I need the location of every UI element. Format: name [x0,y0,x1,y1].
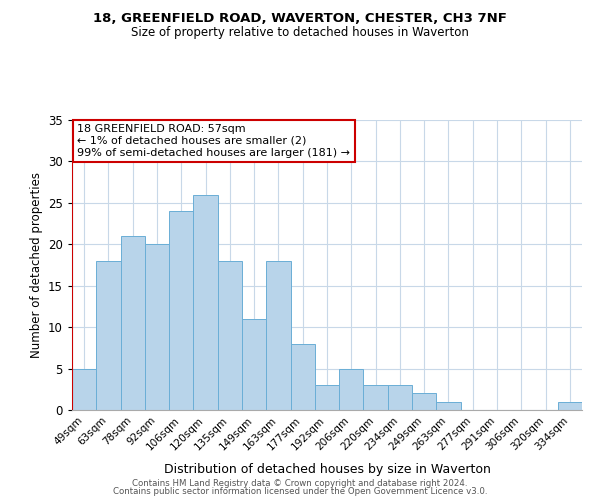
Text: 18, GREENFIELD ROAD, WAVERTON, CHESTER, CH3 7NF: 18, GREENFIELD ROAD, WAVERTON, CHESTER, … [93,12,507,26]
Bar [364,385,388,410]
Bar [290,344,315,410]
Text: Size of property relative to detached houses in Waverton: Size of property relative to detached ho… [131,26,469,39]
Bar [121,236,145,410]
Bar [339,368,364,410]
Bar [193,194,218,410]
Bar [72,368,96,410]
Bar [242,319,266,410]
X-axis label: Distribution of detached houses by size in Waverton: Distribution of detached houses by size … [164,463,490,476]
Bar [169,211,193,410]
Bar [315,385,339,410]
Bar [218,261,242,410]
Y-axis label: Number of detached properties: Number of detached properties [29,172,43,358]
Bar [266,261,290,410]
Text: 18 GREENFIELD ROAD: 57sqm
← 1% of detached houses are smaller (2)
99% of semi-de: 18 GREENFIELD ROAD: 57sqm ← 1% of detach… [77,124,350,158]
Bar [436,402,461,410]
Bar [145,244,169,410]
Bar [96,261,121,410]
Text: Contains HM Land Registry data © Crown copyright and database right 2024.: Contains HM Land Registry data © Crown c… [132,478,468,488]
Text: Contains public sector information licensed under the Open Government Licence v3: Contains public sector information licen… [113,487,487,496]
Bar [388,385,412,410]
Bar [558,402,582,410]
Bar [412,394,436,410]
